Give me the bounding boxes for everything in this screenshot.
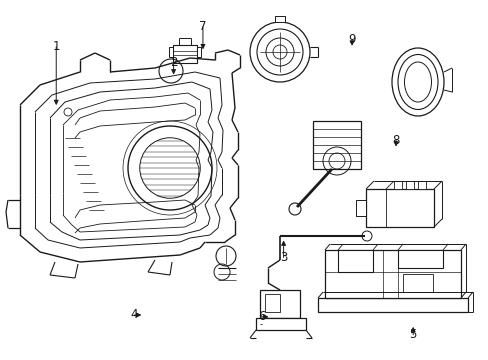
Bar (197, 47, 201, 57)
Text: 6: 6 (257, 310, 265, 323)
Text: 7: 7 (199, 21, 206, 33)
Bar (417, 181, 425, 189)
Bar (274, 16, 285, 22)
Bar (355, 200, 365, 216)
Bar (405, 181, 413, 189)
Bar (317, 298, 467, 312)
Bar (337, 250, 372, 272)
Bar (402, 274, 432, 292)
Bar (260, 290, 299, 318)
Bar (256, 318, 305, 330)
Bar (173, 45, 197, 63)
Text: 8: 8 (391, 134, 399, 147)
Circle shape (361, 231, 371, 241)
Text: 5: 5 (408, 328, 416, 341)
Bar (397, 250, 442, 268)
Bar (325, 250, 460, 298)
Bar (312, 121, 360, 169)
Circle shape (216, 246, 236, 266)
Text: 9: 9 (347, 33, 355, 46)
Circle shape (288, 203, 301, 215)
Bar (365, 189, 433, 227)
Text: 1: 1 (52, 40, 60, 53)
Bar (393, 181, 401, 189)
Text: 2: 2 (169, 57, 177, 69)
Text: 3: 3 (279, 251, 287, 264)
Bar (169, 47, 173, 57)
Text: 4: 4 (130, 309, 138, 321)
Bar (264, 294, 280, 312)
